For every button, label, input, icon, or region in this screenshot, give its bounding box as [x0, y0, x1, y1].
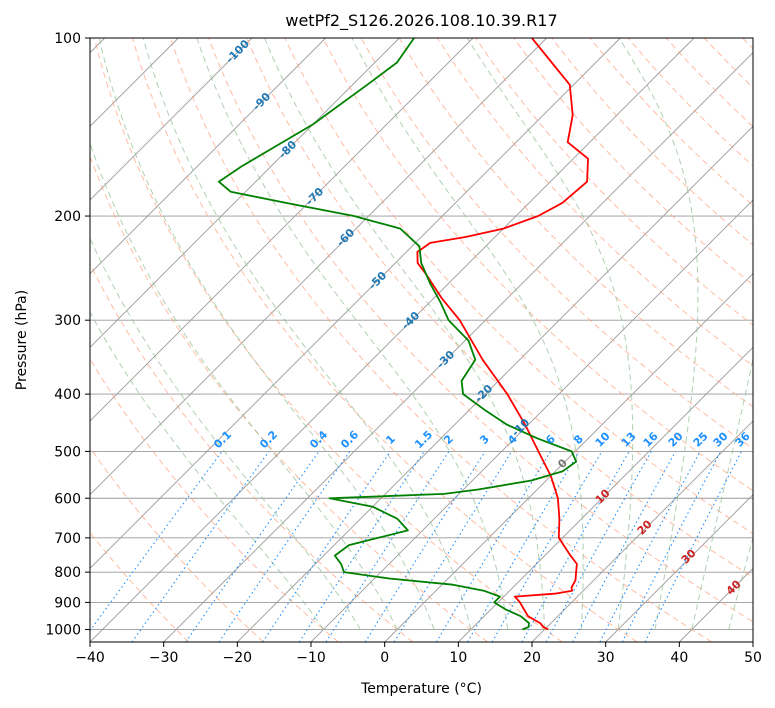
background-lines: [90, 38, 753, 642]
y-tick-label: 100: [54, 31, 81, 47]
moist-adiabat-line: [691, 356, 753, 630]
dry-adiabat-line: [322, 38, 753, 492]
dry-adiabat-line: [246, 38, 753, 578]
mixing-ratio-line: [467, 451, 580, 642]
x-tick-label: 10: [449, 650, 467, 666]
mixing-ratio-line: [131, 451, 270, 642]
x-tick-label: −10: [296, 650, 326, 666]
y-tick-label: 300: [54, 313, 81, 329]
x-axis-label: Temperature (°C): [360, 681, 482, 697]
y-tick-label: 900: [54, 595, 81, 611]
moist-adiabat-line: [728, 535, 753, 630]
isotherm-line: [90, 38, 400, 348]
x-tick-label: 0: [380, 650, 389, 666]
mixing-ratio-line: [298, 451, 425, 642]
mixing-ratio-line: [185, 451, 320, 642]
axes: −40 −30 −20 −10 0 10 20 30 40 50 1000 900 800 700 600 5…: [45, 31, 762, 666]
y-tick-label: 200: [54, 209, 81, 225]
dry-adiabat-line: [513, 38, 753, 286]
moist-adiabat-line: [98, 38, 435, 630]
dry-adiabat-line: [90, 262, 414, 642]
mixing-ratio-line: [393, 451, 513, 642]
mixing-ratio-line: [218, 451, 351, 642]
moist-adiabat-line: [351, 38, 584, 630]
isotherm-line: [605, 494, 753, 642]
x-tick-label: 40: [670, 650, 688, 666]
isotherm-line: [90, 38, 621, 569]
mixing-ratio-line: [262, 451, 391, 642]
moist-adiabat-line: [196, 38, 509, 630]
isotherm-line: [531, 420, 753, 642]
moist-adiabat-line: [142, 38, 472, 630]
isotherm-line: [163, 52, 753, 642]
plot-frame: [89, 37, 754, 643]
moist-adiabat-line: [90, 141, 398, 630]
y-tick-label: 400: [54, 387, 81, 403]
moist-adiabat-line: [264, 38, 545, 630]
mixing-ratio-line: [644, 451, 742, 642]
x-tick-label: 50: [744, 650, 762, 666]
isotherm-line: [90, 38, 326, 275]
mixing-ratio-line: [364, 451, 486, 642]
isotherm-line: [237, 125, 753, 642]
moist-adiabat-line: [466, 38, 634, 630]
isotherm-line: [90, 38, 547, 496]
dry-adiabat-line: [93, 38, 563, 642]
profile-lines: [217, 38, 589, 631]
x-tick-label: −40: [75, 650, 105, 666]
mixing-ratio-line: [545, 451, 652, 642]
x-tick-label: 30: [597, 650, 615, 666]
y-axis-label: Pressure (hPa): [14, 290, 30, 390]
x-tick-label: −30: [149, 650, 179, 666]
moist-adiabat-line: [618, 38, 699, 630]
y-tick-label: 600: [54, 491, 81, 507]
dry-adiabat-line: [475, 38, 753, 326]
isotherm-line: [90, 38, 253, 201]
x-tick-label: −20: [223, 650, 253, 666]
isotherm-line: [384, 273, 753, 642]
moist-adiabat-line: [90, 237, 361, 630]
dry-adiabat-line: [208, 38, 753, 623]
dry-adiabat-line: [90, 446, 264, 642]
y-tick-label: 500: [54, 444, 81, 460]
mixing-ratio-line: [325, 451, 450, 642]
x-tick-label: 20: [523, 650, 541, 666]
mixing-ratio-line: [435, 451, 552, 642]
chart-title: wetPf2_S126.2026.108.10.39.R17: [285, 11, 557, 31]
y-tick-label: 1000: [45, 622, 81, 638]
dry-adiabat-line: [284, 38, 753, 535]
isotherm-line: [90, 38, 695, 642]
temperature-line: [416, 38, 589, 631]
isotherm-line: [90, 38, 474, 422]
y-tick-label: 800: [54, 565, 81, 581]
dewpoint-line: [217, 38, 578, 631]
dry-adiabat-line: [131, 38, 638, 642]
mixing-ratio-line: [572, 451, 676, 642]
y-tick-label: 700: [54, 531, 81, 547]
moist-adiabat-line: [90, 311, 324, 630]
isotherm-line: [458, 346, 753, 642]
